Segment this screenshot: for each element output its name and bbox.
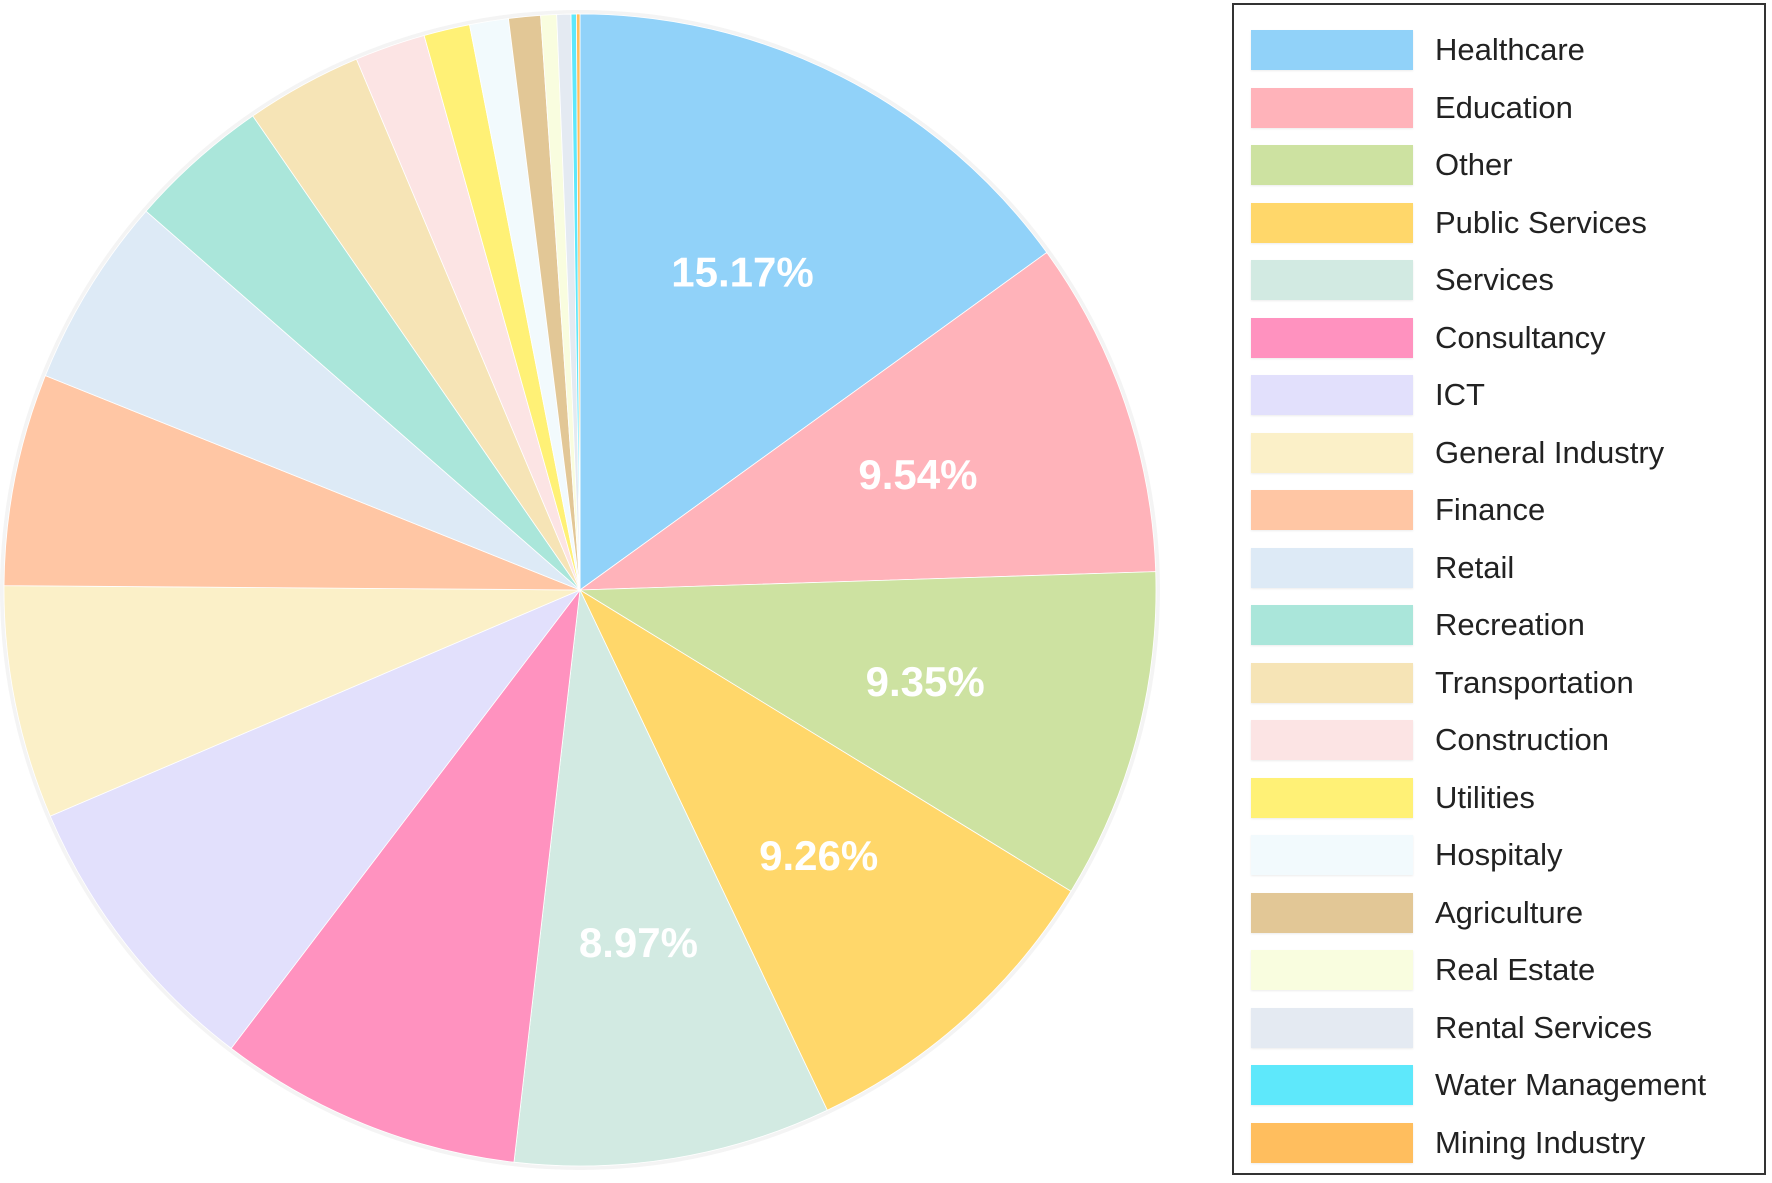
- legend-item: Services: [1234, 251, 1764, 309]
- pie-label-education: 9.54%: [858, 451, 977, 498]
- legend-swatch: [1251, 432, 1413, 473]
- pie-label-services: 8.97%: [579, 919, 698, 966]
- legend-label: Water Management: [1435, 1067, 1707, 1102]
- legend-label: Public Services: [1435, 204, 1647, 240]
- pie-slice-healthcare: [579, 13, 1048, 591]
- legend-swatch: [1251, 87, 1413, 128]
- legend-swatch: [1251, 1065, 1413, 1105]
- pie-label-healthcare: 15.17%: [671, 248, 813, 295]
- legend-item: Rental Services: [1234, 999, 1764, 1057]
- legend-label: Consultancy: [1435, 319, 1606, 355]
- legend-label: ICT: [1435, 377, 1485, 412]
- legend-item: Healthcare: [1234, 21, 1764, 79]
- legend-label: Services: [1435, 262, 1554, 297]
- legend-swatch: [1251, 605, 1413, 645]
- legend-label: General Industry: [1435, 434, 1665, 470]
- pie-slice-general-industry: [3, 585, 581, 817]
- legend-item: Hospitaly: [1234, 826, 1764, 884]
- legend-swatch: [1251, 145, 1413, 185]
- legend-item: Agriculture: [1234, 884, 1764, 942]
- legend-item: ICT: [1234, 366, 1764, 424]
- legend-item: Retail: [1234, 539, 1764, 597]
- legend-swatch: [1251, 835, 1413, 875]
- legend-item: Utilities: [1234, 769, 1764, 827]
- legend-swatch: [1251, 1007, 1413, 1048]
- legend-label: Healthcare: [1435, 32, 1585, 67]
- legend-swatch: [1251, 662, 1413, 703]
- pie-slice-services: [513, 588, 828, 1167]
- legend-item: General Industry: [1234, 424, 1764, 482]
- legend-item: Mining Industry: [1234, 1114, 1764, 1172]
- legend-swatch: [1251, 30, 1413, 70]
- legend-swatch: [1251, 490, 1413, 530]
- pie-slice-consultancy: [230, 588, 581, 1163]
- pie-slices: [0, 10, 1160, 1170]
- legend-label: Finance: [1435, 492, 1546, 527]
- legend-label: Other: [1435, 147, 1513, 182]
- legend-label: Agriculture: [1435, 894, 1584, 930]
- legend-item: Real Estate: [1234, 941, 1764, 999]
- legend-label: Mining Industry: [1435, 1124, 1646, 1160]
- pie-slice-ict: [49, 589, 582, 1049]
- legend-item: Finance: [1234, 481, 1764, 539]
- pie-slice-finance: [3, 375, 581, 591]
- legend-swatch: [1251, 1122, 1413, 1163]
- legend-label: Recreation: [1435, 607, 1585, 642]
- pie-slice-retail: [44, 210, 581, 591]
- legend-swatch: [1251, 375, 1413, 415]
- chart-legend: Healthcare Education Other Public Services S…: [1232, 3, 1766, 1175]
- legend-item: Construction: [1234, 711, 1764, 769]
- legend-swatch: [1251, 317, 1413, 358]
- legend-item: Recreation: [1234, 596, 1764, 654]
- legend-label: Retail: [1435, 549, 1515, 585]
- legend-item: Water Management: [1234, 1056, 1764, 1114]
- pie-slice-public-services: [579, 588, 1072, 1111]
- legend-item: Consultancy: [1234, 309, 1764, 367]
- pie-chart: 15.17% 9.54% 9.35% 9.26% 8.97%: [0, 10, 1160, 1170]
- legend-swatch: [1251, 892, 1413, 933]
- legend-swatch: [1251, 547, 1413, 588]
- pie-slice-other: [578, 571, 1157, 892]
- legend-item: Education: [1234, 79, 1764, 137]
- legend-label: Hospitaly: [1435, 837, 1563, 872]
- legend-item: Public Services: [1234, 194, 1764, 252]
- legend-swatch: [1251, 777, 1413, 818]
- pie-label-public-services: 9.26%: [759, 832, 878, 879]
- legend-label: Rental Services: [1435, 1009, 1653, 1045]
- pie-slice-education: [578, 251, 1157, 591]
- pie-slice-mining-industry: [576, 13, 581, 591]
- legend-swatch: [1251, 202, 1413, 243]
- legend-swatch: [1251, 950, 1413, 990]
- legend-item: Transportation: [1234, 654, 1764, 712]
- legend-swatch: [1251, 720, 1413, 760]
- legend-label: Transportation: [1435, 664, 1634, 700]
- legend-label: Real Estate: [1435, 952, 1596, 987]
- legend-swatch: [1251, 260, 1413, 300]
- legend-label: Construction: [1435, 722, 1610, 757]
- legend-item: Other: [1234, 136, 1764, 194]
- legend-label: Utilities: [1435, 779, 1535, 815]
- legend-label: Education: [1435, 89, 1573, 125]
- pie-data-labels: 15.17% 9.54% 9.35% 9.26% 8.97%: [579, 248, 985, 965]
- pie-label-other: 9.35%: [866, 658, 985, 705]
